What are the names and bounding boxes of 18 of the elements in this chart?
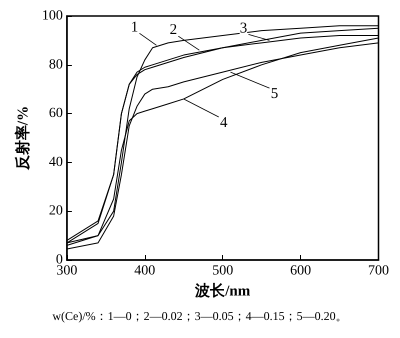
x-tick-label: 700 (368, 264, 389, 278)
x-axis-title: 波长/nm (194, 282, 251, 300)
x-tick-label: 400 (134, 264, 156, 278)
x-tick-label: 300 (56, 264, 78, 278)
annotation: 3 (240, 20, 248, 36)
y-axis-title: 反射率/% (14, 106, 32, 172)
y-tick-label: 20 (48, 204, 63, 219)
y-tick-label: 100 (42, 8, 63, 24)
x-tick-label: 500 (212, 264, 234, 278)
y-tick-label: 80 (48, 57, 63, 72)
annotation: 5 (270, 86, 278, 102)
text: w(Ce)/%：1—0；2—0.02；3—0.05；4—0.15；5—0.20。 (52, 309, 348, 323)
y-tick-label: 60 (48, 106, 63, 122)
annotation: 1 (130, 19, 138, 36)
annotation: 2 (170, 22, 178, 38)
x-tick-label: 600 (290, 264, 312, 278)
annotation: 4 (220, 114, 228, 131)
y-tick-label: 40 (48, 154, 63, 170)
